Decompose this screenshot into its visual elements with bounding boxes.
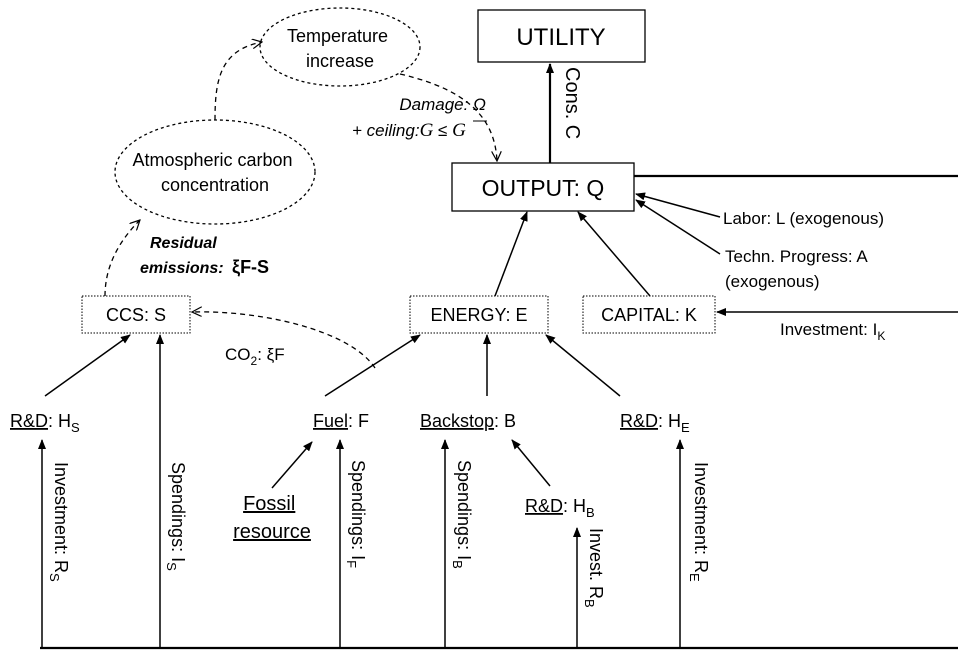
investment-k-label: Investment: IK xyxy=(780,320,885,343)
energy-label: ENERGY: E xyxy=(430,305,527,325)
relation: ≤ xyxy=(433,121,452,140)
energy-box xyxy=(409,295,549,334)
atmosphere-line: Atmospheric carbon xyxy=(132,150,292,170)
sub: 2 xyxy=(251,354,258,368)
rd-e-label: R&D: HE xyxy=(620,411,690,435)
temperature-ellipse xyxy=(259,7,421,87)
spendings-if-label: Spendings: IF xyxy=(344,460,368,568)
techn-line: Techn. Progress: A xyxy=(725,247,868,266)
text: Investment: R xyxy=(691,462,711,573)
residual-label: Residual emissions: ξF-S xyxy=(140,235,269,278)
ccs-box xyxy=(81,295,191,334)
rd-e-arrow xyxy=(545,334,621,397)
invest-rb-label: Invest. RB xyxy=(582,528,606,608)
rhs: G xyxy=(452,120,466,141)
sub: S xyxy=(164,562,179,571)
underline: R&D xyxy=(620,411,658,431)
capital-box xyxy=(582,295,716,334)
damage-label: Damage: Ω xyxy=(399,95,486,114)
atmosphere-label: Atmospheric carbon concentration xyxy=(132,150,297,195)
fossil-label: Fossil resource xyxy=(233,493,311,543)
text: CO xyxy=(225,345,251,364)
techn-line: (exogenous) xyxy=(725,272,820,291)
underline: R&D xyxy=(525,496,563,516)
sub: B xyxy=(582,599,597,608)
text: : H xyxy=(658,411,681,431)
fuel-label: Fuel: F xyxy=(313,411,369,431)
underline: R&D xyxy=(10,411,48,431)
output-box xyxy=(451,162,635,212)
text: : F xyxy=(348,411,369,431)
rest: : ξF xyxy=(257,345,284,364)
sub: B xyxy=(586,505,595,520)
labor-label: Labor: L (exogenous) xyxy=(723,209,884,228)
energy-arrow xyxy=(494,211,528,297)
sub: E xyxy=(687,573,702,582)
atmosphere-ellipse xyxy=(114,119,316,225)
temperature-line: increase xyxy=(306,51,374,71)
backstop-label: Backstop: B xyxy=(420,411,516,431)
sub: S xyxy=(47,573,62,582)
capital-label: CAPITAL: K xyxy=(601,305,697,325)
investment-re-label: Investment: RE xyxy=(687,462,711,582)
sub: K xyxy=(877,329,885,343)
ceiling-text: + ceiling: xyxy=(352,121,420,140)
residual-line: emissions: xyxy=(140,260,224,277)
underline: Fuel xyxy=(313,411,348,431)
output-label: OUTPUT: Q xyxy=(482,175,605,201)
ccs-label: CCS: S xyxy=(106,305,166,325)
utility-label: UTILITY xyxy=(516,24,605,51)
residual-arrow xyxy=(104,220,140,297)
fossil-line: Fossil xyxy=(243,493,295,515)
atmosphere-line: concentration xyxy=(161,175,269,195)
sub: S xyxy=(71,420,80,435)
utility-box xyxy=(477,9,646,63)
text: Spendings: I xyxy=(168,462,188,562)
residual-line: Residual xyxy=(150,235,217,252)
fossil-line: resource xyxy=(233,521,311,543)
rd-s-arrow xyxy=(44,334,131,397)
rd-b-arrow xyxy=(511,439,551,487)
text: : B xyxy=(494,411,516,431)
labor-arrow xyxy=(635,192,721,218)
techn-arrow xyxy=(635,199,721,255)
damage-arrow xyxy=(399,73,497,161)
text: Spendings: I xyxy=(348,460,368,560)
text: Spendings: I xyxy=(454,460,474,560)
fossil-arrow xyxy=(271,441,313,489)
carbon-temp-arrow xyxy=(214,42,262,121)
text: : H xyxy=(48,411,71,431)
temperature-line: Temperature xyxy=(287,26,388,46)
co2-arrow xyxy=(192,312,376,369)
capital-arrow xyxy=(577,211,651,297)
sub: B xyxy=(450,560,465,569)
text: Invest. R xyxy=(586,528,606,599)
rd-s-label: R&D: HS xyxy=(10,411,80,435)
residual-formula: ξF-S xyxy=(232,257,269,278)
techn-label: Techn. Progress: A (exogenous) xyxy=(725,247,871,291)
sub: F xyxy=(344,560,359,568)
spendings-ib-label: Spendings: IB xyxy=(450,460,474,569)
ceiling-label: + ceiling:G ≤ G xyxy=(352,120,466,141)
spendings-is-label: Spendings: IS xyxy=(164,462,188,571)
co2-label: CO2: ξF xyxy=(225,345,285,368)
sub: E xyxy=(681,420,690,435)
lhs: G xyxy=(420,120,434,141)
text: Investment: I xyxy=(780,320,877,339)
text: : H xyxy=(563,496,586,516)
rd-b-label: R&D: HB xyxy=(525,496,595,520)
temperature-label: Temperature increase xyxy=(287,26,393,71)
text: Investment: R xyxy=(51,462,71,573)
investment-rs-label: Investment: RS xyxy=(47,462,71,582)
cons-label: Cons. C xyxy=(561,67,583,139)
underline: Backstop xyxy=(420,411,494,431)
